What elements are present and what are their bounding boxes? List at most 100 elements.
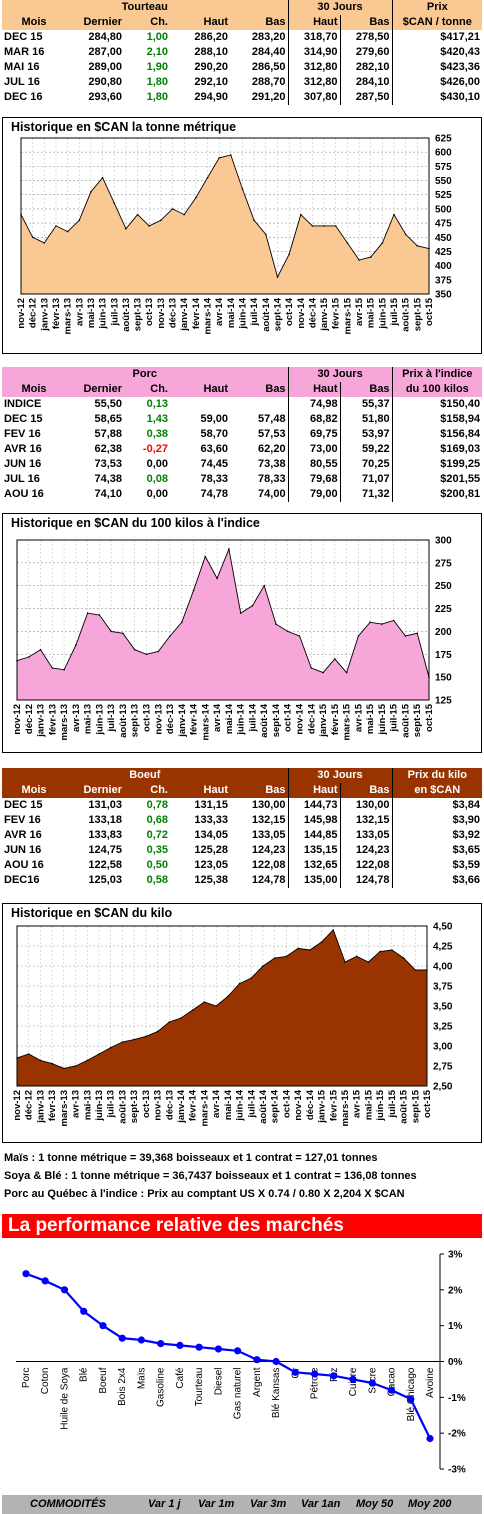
porc-cell: 62,20	[258, 443, 286, 455]
boeuf-cell: 0,68	[146, 814, 168, 826]
data-point	[191, 1009, 194, 1011]
torteau-cell: MAR 16	[4, 46, 45, 58]
footer-moy-200[interactable]: Moy 200	[408, 1498, 452, 1510]
data-point	[272, 1357, 280, 1366]
table-row: FEV 16 57,88 0,38 58,70 57,53 69,75 53,97 $156,…	[2, 427, 483, 442]
boeuf-cell: DEC 15	[4, 799, 43, 811]
category-label: Café	[175, 1367, 186, 1389]
porc-cell: 55,37	[339, 397, 393, 412]
x-tick-label: sept-15	[412, 297, 423, 331]
data-point	[369, 621, 371, 624]
x-tick-label: nov-13	[153, 1090, 164, 1121]
x-tick-label: mai-14	[226, 297, 237, 328]
porc-cell: 63,60	[200, 443, 228, 455]
x-tick-label: août-14	[259, 703, 270, 738]
boeuf-cell: 131,15	[194, 799, 228, 811]
data-point	[323, 225, 325, 227]
porc-cell: 1,43	[146, 413, 168, 425]
data-point	[253, 219, 255, 222]
torteau-cell: DEC 16	[4, 91, 43, 103]
boeuf-header-5: Haut	[287, 783, 341, 798]
x-tick-label: août-14	[258, 1089, 269, 1124]
y-tick-label: 2%	[448, 1285, 463, 1296]
boeuf-cell: 0,78	[146, 799, 168, 811]
data-point	[239, 612, 242, 614]
data-point	[416, 632, 419, 635]
footer-moy-50[interactable]: Moy 50	[356, 1498, 394, 1510]
boeuf-header-3: Haut	[203, 784, 228, 796]
torteau-cell: DEC 15	[4, 31, 43, 43]
data-point	[262, 965, 264, 967]
data-point	[90, 191, 92, 193]
x-tick-label: mai-15	[365, 703, 376, 734]
x-tick-label: mars-15	[342, 297, 353, 334]
boeuf-cell: 122,08	[339, 858, 393, 873]
data-point	[404, 635, 407, 637]
x-tick-label: mars-15	[340, 1089, 351, 1126]
porc-cell: 68,82	[287, 412, 341, 427]
porc-cell: $156,84	[391, 427, 483, 442]
porc-header-5: Haut	[287, 382, 341, 397]
data-point	[156, 1030, 159, 1033]
x-tick-label: déc-13	[168, 298, 179, 328]
porc-cell: 57,48	[258, 413, 286, 425]
data-point	[391, 949, 393, 951]
porc-cell: 0,38	[146, 428, 168, 440]
torteau-cell: JUL 16	[4, 76, 40, 88]
x-tick-label: sept-13	[133, 298, 144, 331]
data-point	[27, 1053, 30, 1055]
data-point	[98, 614, 101, 616]
x-tick-label: nov-14	[295, 703, 306, 734]
footer-var-1m[interactable]: Var 1m	[198, 1498, 235, 1510]
porc-cell: AOU 16	[4, 488, 44, 500]
y-tick-label: 225	[435, 604, 452, 615]
footer-var-3m[interactable]: Var 3m	[250, 1498, 287, 1510]
torteau-cell: $417,21	[391, 30, 483, 45]
data-point	[80, 1307, 88, 1315]
porc-cell: JUN 16	[4, 458, 42, 470]
note-mais: Maïs : 1 tonne métrique = 39,368 boissea…	[4, 1152, 378, 1164]
table-row: DEC 16 293,60 1,80 294,90 291,20 307,80 287,50…	[2, 90, 483, 105]
x-tick-label: déc-14	[305, 1089, 316, 1120]
data-point	[265, 233, 267, 236]
boeuf-cell: DEC16	[4, 874, 40, 886]
x-tick-label: juil-15	[389, 703, 400, 732]
boeuf-cell: 132,65	[287, 858, 341, 873]
boeuf-cell: 132,15	[339, 813, 393, 828]
data-point	[180, 1017, 182, 1019]
x-tick-label: déc-13	[165, 704, 176, 734]
x-tick-label: juin-15	[375, 1089, 386, 1121]
table-row: FEV 16 133,18 0,68 133,33 132,15 145,98 132,15…	[2, 813, 483, 828]
boeuf-cell: 133,33	[194, 814, 228, 826]
boeuf-table: Boeuf 30 Jours Prix du kilo Mois Dernier C…	[2, 768, 483, 888]
data-point	[63, 1067, 65, 1070]
category-label: Blé Kansas	[271, 1368, 282, 1419]
data-point	[171, 208, 174, 210]
y-tick-label: 2,75	[433, 1062, 453, 1073]
x-tick-label: févr-14	[189, 703, 200, 735]
y-tick-label: 2,50	[433, 1082, 453, 1093]
porc-cell: 80,55	[287, 457, 341, 472]
x-tick-label: mars-13	[63, 298, 74, 334]
boeuf-header-7: en $CAN	[391, 783, 483, 798]
series-line	[25, 1272, 431, 1439]
data-point	[157, 650, 160, 653]
porc-cell: $158,94	[391, 412, 483, 427]
x-tick-label: avr-15	[353, 703, 364, 732]
category-label: Diesel	[213, 1368, 224, 1396]
data-point	[181, 621, 183, 624]
data-point	[204, 555, 207, 558]
footer-var-1j[interactable]: Var 1 j	[148, 1498, 181, 1510]
data-point	[55, 225, 57, 227]
y-tick-label: 175	[435, 650, 452, 661]
x-tick-label: déc-12	[28, 298, 39, 328]
data-point	[43, 242, 46, 244]
data-point	[367, 961, 370, 963]
boeuf-cell: 125,28	[194, 844, 228, 856]
footer-var-1an[interactable]: Var 1an	[301, 1498, 341, 1510]
data-point	[203, 1001, 206, 1003]
x-tick-label: déc-12	[24, 1090, 35, 1120]
boeuf-prix: Prix du kilo	[391, 768, 483, 783]
boeuf-cell: 133,83	[88, 829, 122, 841]
data-point	[75, 644, 77, 646]
